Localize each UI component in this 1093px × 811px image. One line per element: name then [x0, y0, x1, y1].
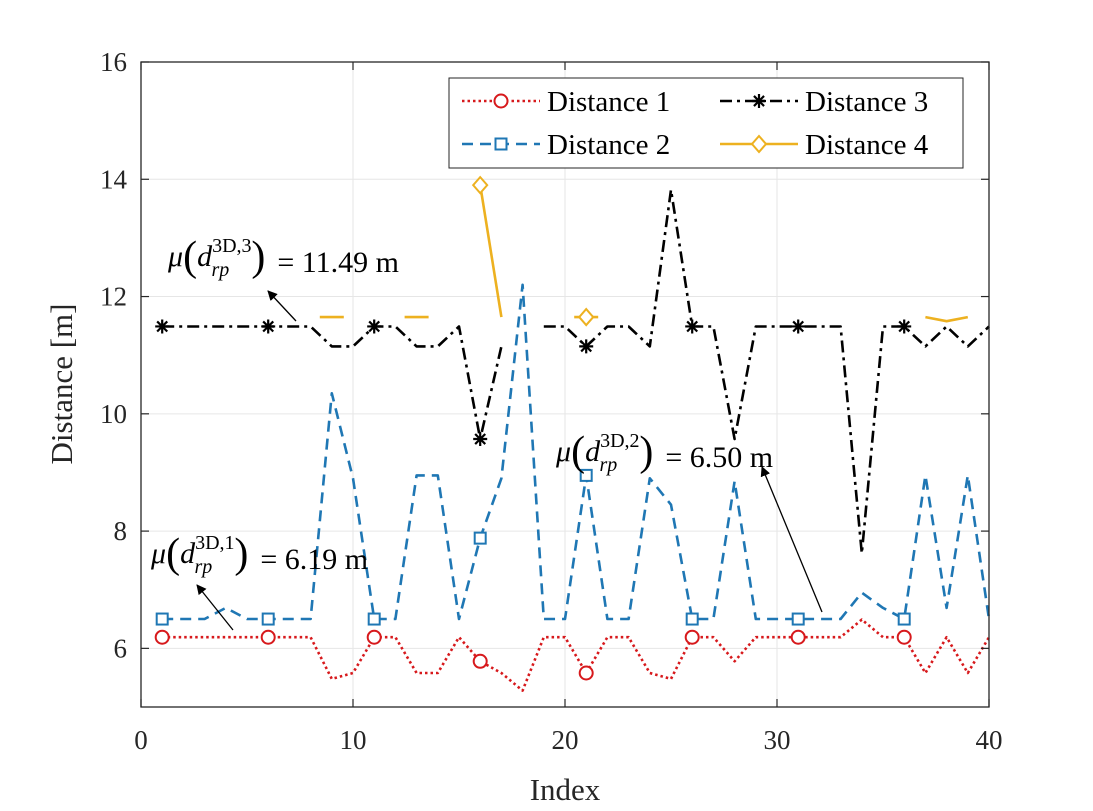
data-point-marker	[261, 319, 276, 334]
legend-entry: Distance 2	[462, 129, 670, 161]
series-line	[478, 184, 503, 318]
y-tick-label: 8	[114, 516, 128, 546]
data-point-marker	[578, 665, 594, 681]
axis-ticks: 0 10 20 30 40 6 8 10 12 14 16	[100, 47, 1003, 755]
series-line	[925, 315, 969, 323]
series-line	[543, 188, 990, 555]
data-point-marker	[471, 175, 489, 195]
annotation-arrow-mu1	[196, 584, 234, 631]
data-point-marker	[260, 629, 276, 645]
data-point-marker	[896, 629, 912, 645]
data-point-marker	[155, 319, 170, 334]
data-point-marker	[472, 653, 488, 669]
legend-label: Distance 2	[547, 129, 670, 161]
data-point-marker	[366, 629, 382, 645]
annotation-mu1: μ(d3D,1 rp) = 6.19 m	[150, 531, 368, 578]
annotation-arrow-mu2	[760, 466, 823, 613]
y-tick-label: 10	[100, 399, 127, 429]
legend-label: Distance 4	[805, 129, 929, 161]
data-point-marker	[684, 629, 700, 645]
y-tick-label: 14	[100, 164, 128, 194]
annotation-mu3: μ(d3D,3 rp) = 11.49 m	[167, 234, 399, 281]
legend: Distance 1 Distance 3 Distance 2 Distance 4	[448, 77, 964, 169]
series-line	[162, 618, 991, 692]
legend-marker	[494, 137, 508, 151]
data-point-marker	[791, 319, 806, 334]
legend-marker	[750, 134, 768, 154]
x-tick-label: 30	[764, 725, 791, 755]
y-tick-label: 6	[114, 633, 128, 663]
series-1	[154, 618, 991, 692]
series-layer	[154, 175, 991, 692]
legend-entry: Distance 3	[720, 86, 928, 118]
data-point-marker	[685, 612, 699, 626]
annotation-arrow-mu3	[267, 290, 297, 322]
legend-label: Distance 3	[805, 86, 928, 118]
x-tick-label: 10	[340, 725, 367, 755]
data-point-marker	[685, 319, 700, 334]
y-axis-title: Distance [m]	[44, 304, 79, 465]
annotations: μ(d3D,3 rp) = 11.49 m μ(d3D,2 rp) = 6.50 m μ…	[150, 234, 823, 631]
series-line	[162, 325, 503, 441]
series-3	[155, 188, 990, 555]
data-point-marker	[155, 612, 169, 626]
y-tick-label: 16	[100, 47, 127, 77]
data-point-marker	[154, 629, 170, 645]
data-point-marker	[367, 612, 381, 626]
series-line	[162, 283, 991, 621]
y-tick-label: 12	[100, 282, 127, 312]
x-tick-label: 20	[552, 725, 579, 755]
x-axis-title: Index	[530, 772, 601, 807]
data-point-marker	[897, 319, 912, 334]
legend-marker	[493, 93, 509, 109]
data-point-marker	[473, 432, 488, 447]
legend-marker	[752, 94, 766, 108]
data-point-marker	[577, 307, 595, 327]
x-tick-label: 40	[976, 725, 1003, 755]
series-4	[319, 175, 969, 327]
data-point-marker	[473, 531, 487, 545]
data-point-marker	[367, 319, 382, 334]
data-point-marker	[790, 629, 806, 645]
data-point-marker	[579, 468, 593, 482]
legend-entry: Distance 4	[720, 129, 929, 161]
legend-entry: Distance 1	[462, 86, 670, 118]
annotation-mu2: μ(d3D,2 rp) = 6.50 m	[555, 429, 773, 476]
data-point-marker	[261, 612, 275, 626]
data-point-marker	[897, 612, 911, 626]
data-point-marker	[791, 612, 805, 626]
series-2	[155, 283, 991, 626]
data-point-marker	[579, 339, 594, 354]
x-tick-label: 0	[134, 725, 148, 755]
legend-box	[448, 77, 964, 169]
legend-label: Distance 1	[547, 86, 670, 118]
